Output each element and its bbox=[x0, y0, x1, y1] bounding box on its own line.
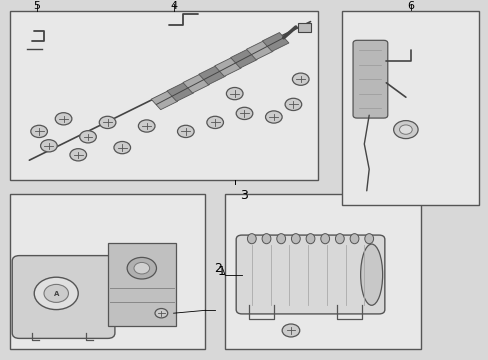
Ellipse shape bbox=[349, 234, 358, 244]
Bar bbox=[224, 194, 420, 349]
Ellipse shape bbox=[364, 234, 373, 244]
Circle shape bbox=[134, 262, 149, 274]
Ellipse shape bbox=[291, 234, 300, 244]
FancyBboxPatch shape bbox=[352, 40, 387, 118]
Polygon shape bbox=[167, 82, 193, 102]
Circle shape bbox=[99, 116, 116, 129]
Text: A: A bbox=[54, 291, 59, 297]
Circle shape bbox=[80, 131, 96, 143]
Circle shape bbox=[70, 149, 86, 161]
Circle shape bbox=[393, 121, 417, 139]
Ellipse shape bbox=[335, 234, 344, 244]
Polygon shape bbox=[199, 66, 225, 85]
Polygon shape bbox=[230, 49, 257, 68]
Circle shape bbox=[282, 324, 299, 337]
Text: 6: 6 bbox=[407, 1, 413, 11]
Circle shape bbox=[285, 98, 301, 111]
Circle shape bbox=[226, 87, 243, 100]
Bar bbox=[342, 11, 478, 205]
Circle shape bbox=[292, 73, 308, 85]
FancyBboxPatch shape bbox=[107, 243, 176, 326]
Circle shape bbox=[44, 284, 68, 302]
Ellipse shape bbox=[276, 234, 285, 244]
Polygon shape bbox=[183, 74, 209, 93]
Circle shape bbox=[41, 140, 57, 152]
Circle shape bbox=[265, 111, 282, 123]
Circle shape bbox=[55, 113, 72, 125]
Text: 3: 3 bbox=[240, 189, 248, 202]
Circle shape bbox=[138, 120, 155, 132]
Ellipse shape bbox=[262, 234, 270, 244]
Text: 2: 2 bbox=[214, 262, 222, 275]
Polygon shape bbox=[151, 91, 177, 110]
Circle shape bbox=[31, 125, 47, 138]
Ellipse shape bbox=[305, 234, 314, 244]
FancyBboxPatch shape bbox=[236, 235, 384, 314]
Polygon shape bbox=[246, 41, 272, 60]
Ellipse shape bbox=[360, 244, 382, 305]
Circle shape bbox=[236, 107, 252, 120]
Text: 4: 4 bbox=[170, 1, 177, 11]
Circle shape bbox=[34, 277, 78, 310]
Circle shape bbox=[206, 116, 223, 129]
Ellipse shape bbox=[320, 234, 329, 244]
Circle shape bbox=[114, 141, 130, 154]
Bar bbox=[10, 194, 205, 349]
Circle shape bbox=[399, 125, 411, 134]
Circle shape bbox=[177, 125, 194, 138]
Polygon shape bbox=[214, 58, 241, 76]
Ellipse shape bbox=[247, 234, 256, 244]
Text: 5: 5 bbox=[33, 1, 40, 11]
Text: 1: 1 bbox=[217, 265, 225, 278]
Polygon shape bbox=[262, 32, 288, 51]
Bar bbox=[10, 11, 317, 180]
Circle shape bbox=[155, 309, 167, 318]
Bar bbox=[298, 23, 310, 32]
FancyBboxPatch shape bbox=[12, 256, 115, 338]
Circle shape bbox=[127, 257, 156, 279]
